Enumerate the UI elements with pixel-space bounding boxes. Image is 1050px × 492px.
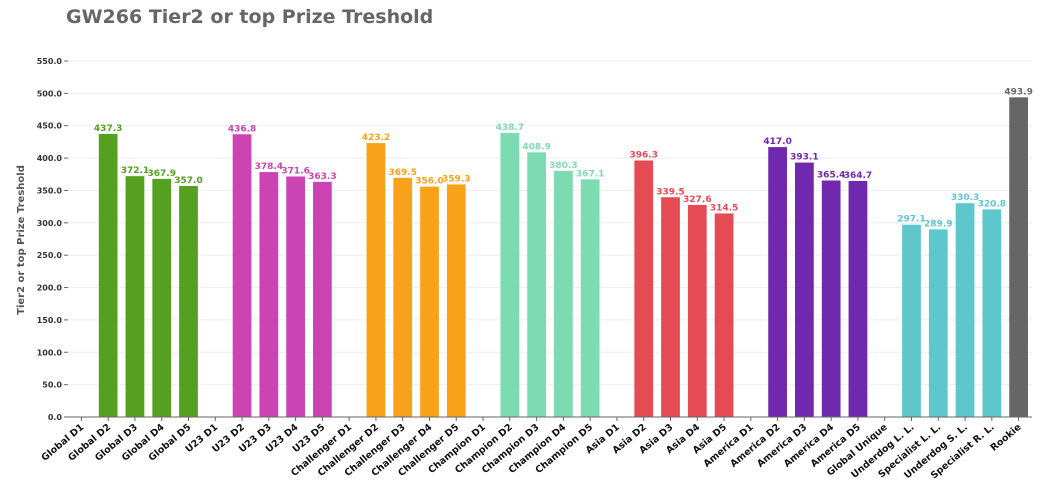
data-label: 289.9 [924, 219, 952, 229]
bar [795, 162, 814, 417]
chart-title: GW266 Tier2 or top Prize Treshold [66, 6, 434, 28]
y-tick-label: 250.0 [37, 251, 63, 260]
bar [286, 176, 305, 417]
y-tick-label: 50.0 [42, 381, 62, 390]
data-label: 339.5 [656, 187, 684, 197]
y-tick-label: 0.0 [48, 413, 63, 422]
data-label: 393.1 [790, 153, 818, 163]
data-label: 438.7 [496, 123, 524, 133]
bar [661, 197, 680, 417]
bar [98, 133, 118, 417]
y-tick-label: 200.0 [37, 284, 63, 293]
data-label: 493.9 [1004, 87, 1032, 97]
y-axis-label: Tier2 or top Prize Treshold [16, 165, 27, 315]
bar [500, 133, 520, 418]
data-label: 408.9 [522, 142, 550, 152]
bar [580, 179, 600, 417]
data-label: 356.0 [415, 177, 443, 187]
x-tick-label: Rookie [989, 422, 1024, 454]
bar [259, 172, 279, 417]
bar [232, 134, 252, 417]
bar [768, 147, 787, 417]
bar [420, 186, 439, 417]
data-label: 320.8 [978, 199, 1006, 209]
data-label: 363.3 [308, 172, 336, 182]
bar [152, 178, 172, 417]
data-label: 378.4 [255, 162, 283, 172]
bar [125, 176, 145, 417]
bar [928, 229, 948, 417]
bar [366, 143, 386, 417]
bar [902, 224, 921, 417]
bar [687, 204, 707, 417]
y-tick-label: 400.0 [37, 154, 63, 163]
y-tick-label: 450.0 [37, 122, 63, 131]
bar [982, 209, 1002, 417]
data-label: 396.3 [629, 150, 657, 160]
bars [98, 97, 1028, 418]
data-label: 364.7 [844, 171, 872, 181]
data-label: 417.0 [763, 137, 791, 147]
bar [634, 160, 654, 417]
data-label: 372.1 [121, 166, 149, 176]
y-tick-label: 550.0 [37, 57, 63, 66]
data-label: 437.3 [94, 124, 122, 134]
data-label: 314.5 [710, 203, 738, 213]
data-label: 367.9 [147, 169, 175, 179]
bar [393, 177, 413, 417]
bar [313, 181, 332, 417]
y-tick-label: 150.0 [37, 316, 63, 325]
data-label: 423.2 [362, 133, 390, 143]
bar [714, 213, 734, 417]
y-tick-label: 300.0 [37, 219, 63, 228]
data-label: 369.5 [388, 168, 416, 178]
bar [848, 180, 868, 417]
gridlines [68, 60, 1032, 418]
y-axis: 0.0 50.0 100.0 150.0 200.0 250.0 300.0 350.0 400… [37, 57, 68, 422]
bar [527, 152, 546, 417]
data-label: 365.4 [817, 170, 845, 180]
data-label: 357.0 [174, 176, 202, 186]
bar [821, 180, 841, 417]
data-label: 327.6 [683, 195, 711, 205]
data-label: 367.1 [576, 169, 604, 179]
bar [179, 185, 198, 417]
bar [955, 203, 975, 417]
data-label: 359.3 [442, 174, 470, 184]
data-label: 436.8 [228, 124, 256, 134]
y-tick-label: 100.0 [37, 348, 63, 357]
y-tick-label: 350.0 [37, 186, 63, 195]
y-tick-label: 500.0 [37, 89, 63, 98]
data-label: 297.1 [897, 215, 925, 225]
bar [446, 184, 466, 417]
data-label: 371.6 [281, 166, 309, 176]
bar [554, 170, 573, 417]
data-label: 330.3 [951, 193, 979, 203]
data-label: 380.3 [549, 161, 577, 171]
bar [1009, 97, 1028, 417]
